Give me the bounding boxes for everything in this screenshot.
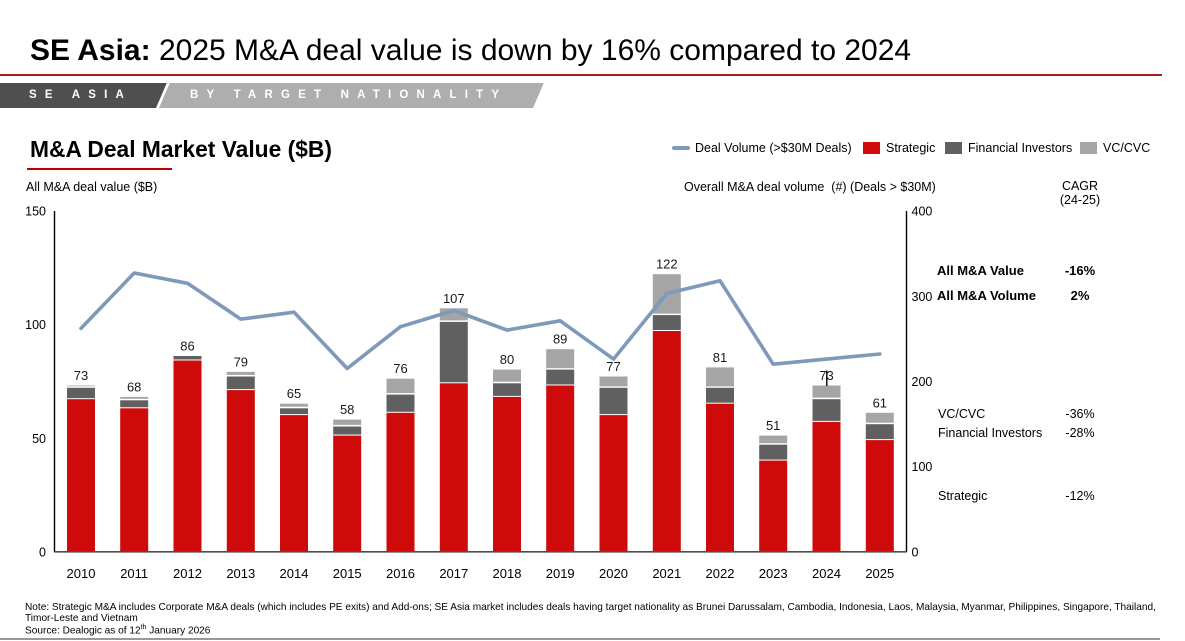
svg-text:2020: 2020 — [599, 566, 628, 581]
svg-text:100: 100 — [25, 318, 46, 332]
svg-text:2019: 2019 — [546, 566, 575, 581]
svg-text:2025: 2025 — [865, 566, 894, 581]
svg-text:2016: 2016 — [386, 566, 415, 581]
svg-text:50: 50 — [32, 432, 46, 446]
svg-text:2018: 2018 — [493, 566, 522, 581]
svg-text:2012: 2012 — [173, 566, 202, 581]
svg-text:65: 65 — [287, 386, 301, 401]
svg-text:89: 89 — [553, 332, 567, 347]
svg-text:2024: 2024 — [812, 566, 841, 581]
svg-text:2014: 2014 — [280, 566, 309, 581]
svg-text:2010: 2010 — [67, 566, 96, 581]
svg-text:400: 400 — [912, 205, 933, 219]
svg-text:107: 107 — [443, 291, 465, 306]
svg-text:68: 68 — [127, 379, 141, 394]
svg-text:51: 51 — [766, 418, 780, 433]
svg-text:2023: 2023 — [759, 566, 788, 581]
svg-text:0: 0 — [39, 546, 46, 560]
svg-text:2022: 2022 — [706, 566, 735, 581]
svg-text:300: 300 — [912, 290, 933, 304]
svg-text:2011: 2011 — [120, 566, 148, 581]
svg-text:2017: 2017 — [439, 566, 468, 581]
svg-text:2013: 2013 — [226, 566, 255, 581]
svg-text:73: 73 — [74, 368, 88, 383]
svg-text:86: 86 — [180, 339, 194, 354]
svg-text:81: 81 — [713, 350, 727, 365]
svg-text:150: 150 — [25, 205, 46, 219]
svg-text:200: 200 — [912, 375, 933, 389]
svg-text:100: 100 — [912, 460, 933, 474]
svg-text:61: 61 — [873, 395, 887, 410]
svg-text:77: 77 — [606, 359, 620, 374]
svg-text:122: 122 — [656, 257, 678, 272]
svg-text:58: 58 — [340, 402, 354, 417]
svg-text:2015: 2015 — [333, 566, 362, 581]
svg-text:80: 80 — [500, 352, 514, 367]
svg-text:79: 79 — [234, 354, 248, 369]
svg-text:76: 76 — [393, 361, 407, 376]
svg-text:2021: 2021 — [652, 566, 681, 581]
svg-text:0: 0 — [912, 546, 919, 560]
